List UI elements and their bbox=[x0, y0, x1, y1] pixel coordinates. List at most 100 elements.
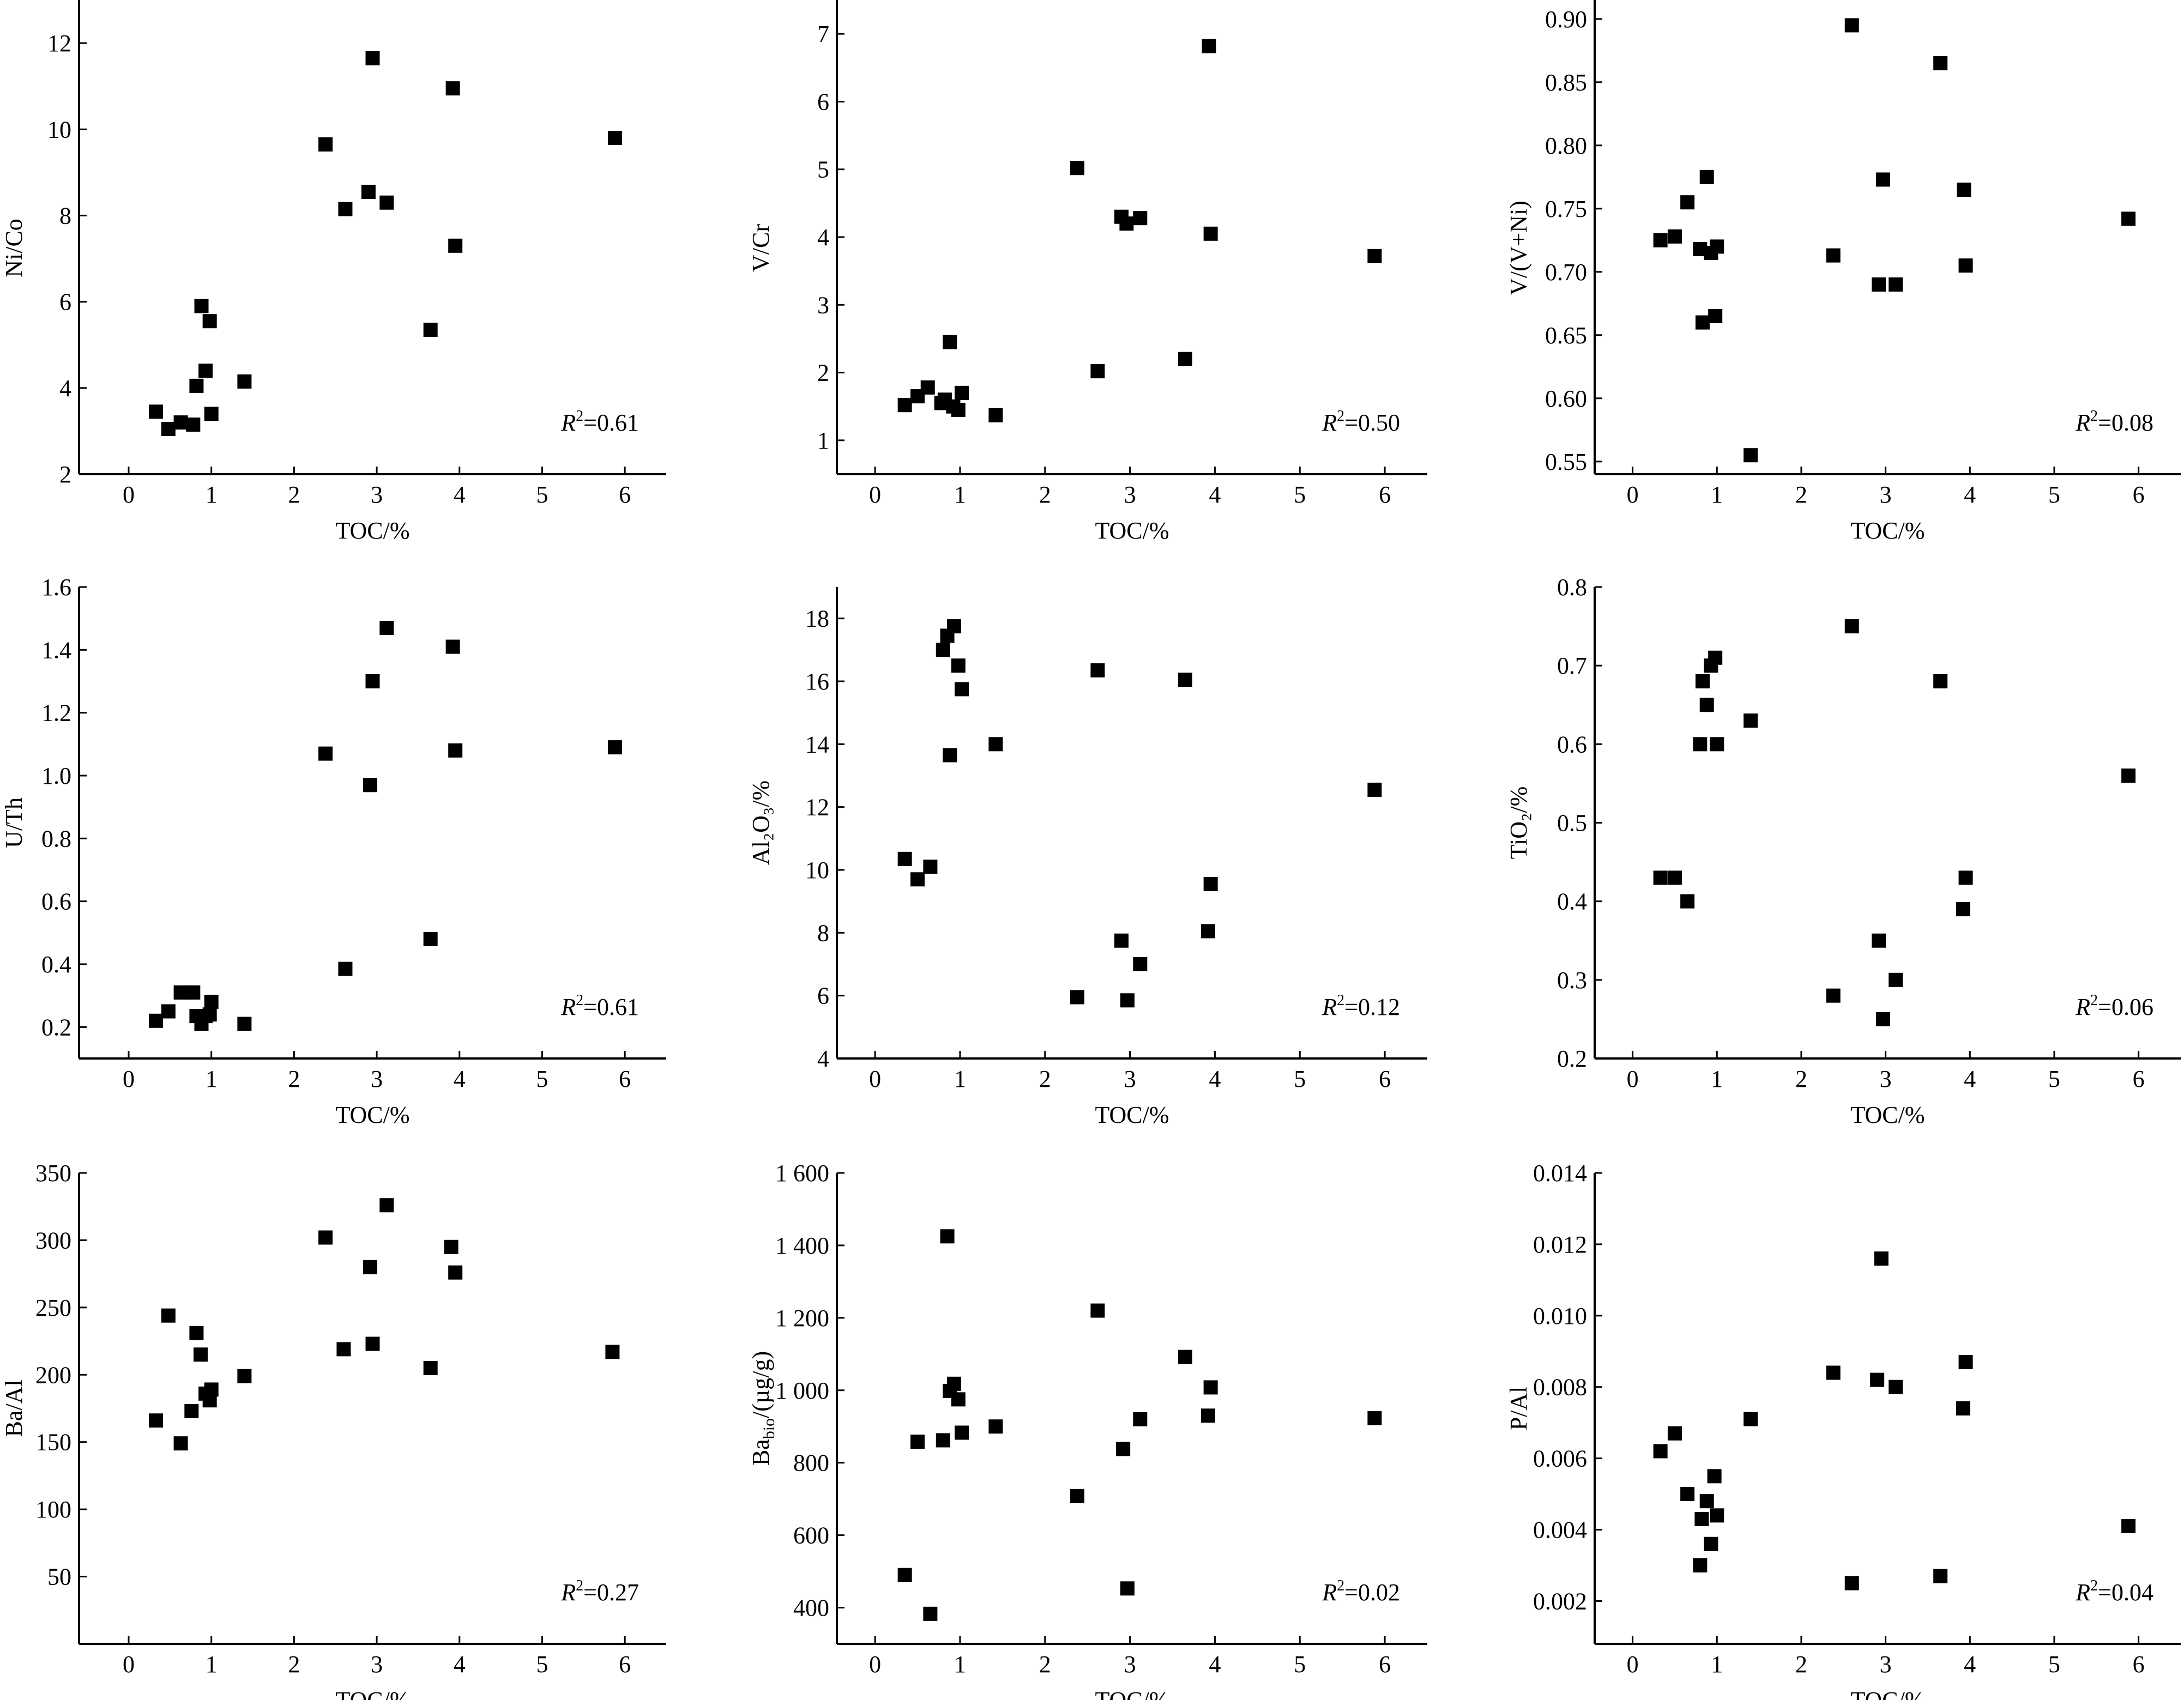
y-tick-label: 0.3 bbox=[1557, 967, 1587, 994]
data-point bbox=[940, 1229, 955, 1244]
x-axis-label: TOC/% bbox=[335, 1102, 409, 1128]
data-point bbox=[923, 1606, 938, 1621]
x-axis-label: TOC/% bbox=[1850, 1102, 1924, 1128]
x-tick-label: 1 bbox=[1711, 1651, 1723, 1678]
x-tick-label: 6 bbox=[619, 1066, 631, 1092]
y-tick-label: 2 bbox=[59, 461, 71, 488]
y-tick-label: 0.6 bbox=[41, 888, 71, 915]
data-point bbox=[955, 385, 969, 400]
y-tick-label: 1 200 bbox=[775, 1305, 829, 1332]
data-point bbox=[202, 1007, 217, 1022]
x-tick-label: 0 bbox=[869, 1651, 881, 1678]
x-tick-label: 0 bbox=[123, 1066, 135, 1092]
x-tick-label: 5 bbox=[2048, 1066, 2060, 1092]
data-point bbox=[204, 995, 219, 1009]
data-point bbox=[607, 131, 622, 146]
data-point bbox=[1203, 226, 1218, 241]
y-tick-label: 1 bbox=[817, 427, 829, 454]
x-tick-label: 2 bbox=[1795, 481, 1807, 508]
data-point bbox=[202, 314, 217, 329]
data-point bbox=[1710, 1508, 1724, 1523]
y-tick-label: 16 bbox=[805, 668, 829, 695]
data-point bbox=[1875, 172, 1890, 187]
data-point bbox=[318, 746, 333, 761]
y-tick-label: 1.4 bbox=[41, 637, 71, 663]
y-tick-label: 250 bbox=[35, 1294, 71, 1321]
data-point bbox=[237, 1017, 252, 1031]
y-tick-label: 1.0 bbox=[41, 763, 71, 789]
x-tick-label: 1 bbox=[1711, 1066, 1723, 1092]
data-point bbox=[988, 1419, 1003, 1434]
data-point bbox=[423, 1360, 438, 1375]
y-tick-label: 8 bbox=[817, 919, 829, 946]
data-point bbox=[910, 872, 925, 887]
x-tick-label: 1 bbox=[206, 481, 218, 508]
data-point bbox=[1870, 1372, 1885, 1387]
data-point bbox=[1070, 990, 1084, 1005]
data-point bbox=[186, 418, 201, 432]
y-tick-label: 0.6 bbox=[1557, 731, 1587, 758]
data-point bbox=[1133, 1412, 1148, 1426]
scatter-panel-4: 0 1 2 3 4 5 6 0.2 0.4 0.6 0.8 1.0 1.2 1.4 1.6 TOC/% U/Th… bbox=[1, 574, 666, 1128]
y-tick-label: 1.6 bbox=[41, 574, 71, 601]
data-point bbox=[1367, 1411, 1382, 1425]
x-tick-label: 6 bbox=[619, 481, 631, 508]
data-point bbox=[1699, 698, 1714, 712]
y-tick-label: 0.008 bbox=[1533, 1374, 1587, 1401]
data-point bbox=[1203, 1380, 1218, 1395]
data-point bbox=[920, 380, 935, 395]
data-point bbox=[1826, 1365, 1841, 1380]
data-point bbox=[1694, 1511, 1709, 1526]
y-tick-label: 0.012 bbox=[1533, 1231, 1587, 1258]
x-tick-label: 5 bbox=[2048, 1651, 2060, 1678]
x-tick-label: 4 bbox=[454, 1066, 466, 1092]
y-tick-label: 400 bbox=[793, 1595, 829, 1622]
data-point bbox=[1114, 933, 1129, 948]
data-point bbox=[1203, 876, 1218, 891]
x-tick-label: 0 bbox=[123, 1651, 135, 1678]
y-tick-label: 0.85 bbox=[1545, 69, 1587, 96]
data-point bbox=[361, 184, 376, 199]
y-tick-label: 150 bbox=[35, 1429, 71, 1456]
data-point bbox=[1826, 248, 1841, 263]
y-tick-label: 600 bbox=[793, 1522, 829, 1549]
data-point bbox=[1090, 1303, 1105, 1318]
y-tick-label: 50 bbox=[47, 1564, 71, 1590]
data-point bbox=[1090, 364, 1105, 379]
data-point bbox=[149, 404, 164, 419]
y-axis-label: P/Al bbox=[1505, 1387, 1532, 1431]
data-point bbox=[951, 1392, 966, 1407]
data-point bbox=[1070, 1489, 1084, 1503]
data-point bbox=[1872, 277, 1886, 292]
scatter-panel-9: 0 1 2 3 4 5 6 0.002 0.004 0.006 0.008 0.010 0.012 0.0… bbox=[1505, 1160, 2181, 1700]
y-tick-label: 0.80 bbox=[1545, 132, 1587, 159]
data-point bbox=[1070, 161, 1084, 176]
data-point bbox=[365, 674, 380, 688]
data-point bbox=[897, 851, 912, 866]
r-squared-label: R2=0.61 bbox=[560, 992, 639, 1020]
x-tick-label: 2 bbox=[1039, 1651, 1051, 1678]
x-tick-label: 2 bbox=[1039, 1066, 1051, 1092]
y-tick-label: 0.8 bbox=[1557, 574, 1587, 601]
y-tick-label: 0.60 bbox=[1545, 385, 1587, 412]
data-point bbox=[173, 415, 188, 430]
scatter-panel-6: 0 1 2 3 4 5 6 0.2 0.3 0.4 0.5 0.6 0.7 0.8 TOC/% TiO₂/% R… bbox=[1505, 574, 2181, 1128]
data-point bbox=[379, 1198, 394, 1213]
x-tick-label: 2 bbox=[1795, 1651, 1807, 1678]
x-tick-label: 3 bbox=[1124, 481, 1136, 508]
x-axis-label: TOC/% bbox=[335, 1687, 409, 1700]
x-tick-label: 6 bbox=[619, 1651, 631, 1678]
y-tick-label: 0.4 bbox=[1557, 888, 1587, 915]
data-point bbox=[1653, 1444, 1668, 1459]
x-tick-label: 6 bbox=[2133, 481, 2145, 508]
scatter-panel-3: 0 1 2 3 4 5 6 0.55 0.60 0.65 0.70 0.75 0.80 0.85 0.90 T… bbox=[1505, 0, 2181, 544]
x-tick-label: 1 bbox=[954, 1066, 966, 1092]
r-squared-label: R2=0.61 bbox=[560, 408, 639, 436]
data-point bbox=[1178, 673, 1192, 687]
r-squared-label: R2=0.12 bbox=[1322, 992, 1400, 1020]
x-tick-label: 1 bbox=[1711, 481, 1723, 508]
data-point bbox=[149, 1413, 164, 1428]
data-point bbox=[1844, 18, 1859, 33]
y-tick-label: 0.004 bbox=[1533, 1517, 1587, 1544]
data-point bbox=[1708, 309, 1723, 323]
